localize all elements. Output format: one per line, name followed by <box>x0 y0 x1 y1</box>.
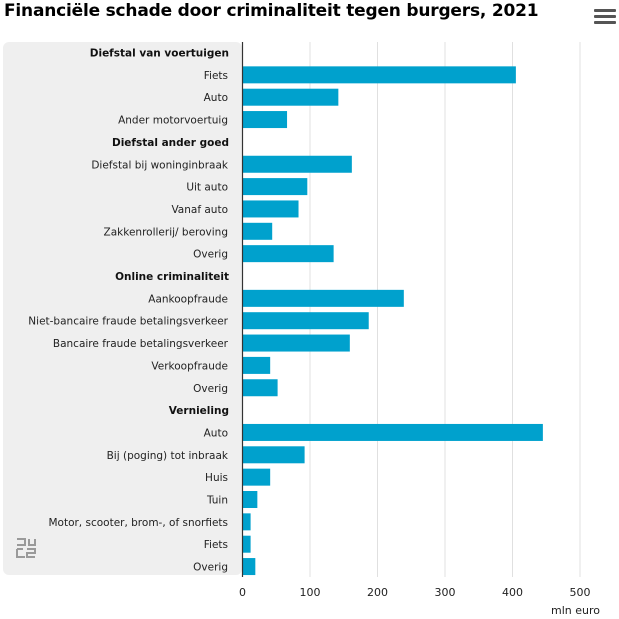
cbs-logo-icon <box>16 538 36 558</box>
x-tick-label: 100 <box>300 586 321 599</box>
category-label: Overig <box>193 383 228 395</box>
category-labels: Diefstal van voertuigen Fiets Auto Ander mo… <box>28 48 229 574</box>
bar[interactable] <box>242 289 404 307</box>
bar[interactable] <box>242 468 271 486</box>
bar[interactable] <box>242 245 334 263</box>
x-axis-label: mln euro <box>551 604 600 617</box>
category-label: Fiets <box>204 70 228 82</box>
x-axis-ticks: 0 100 200 300 400 500 <box>239 586 591 599</box>
bar[interactable] <box>242 200 299 218</box>
menu-line <box>594 15 616 18</box>
category-label: Zakkenrollerij/ beroving <box>104 226 228 238</box>
menu-line <box>594 21 616 24</box>
x-tick-label: 300 <box>435 586 456 599</box>
category-label: Ander motorvoertuig <box>118 115 228 127</box>
gridlines <box>309 42 581 577</box>
bar[interactable] <box>242 513 251 531</box>
chart-title: Financiële schade door criminaliteit teg… <box>4 1 539 21</box>
category-label: Verkoopfraude <box>151 360 228 372</box>
bar[interactable] <box>242 155 352 173</box>
bars <box>242 66 543 576</box>
x-tick-label: 500 <box>570 586 591 599</box>
category-label: Niet-bancaire fraude betalingsverkeer <box>28 316 228 328</box>
category-label: Vanaf auto <box>171 204 228 216</box>
group-header-label: Vernieling <box>169 405 229 417</box>
bar[interactable] <box>242 423 543 441</box>
bar[interactable] <box>242 111 288 129</box>
bar[interactable] <box>242 88 339 106</box>
x-tick-label: 200 <box>367 586 388 599</box>
category-label: Huis <box>205 472 228 484</box>
category-label: Auto <box>204 427 228 439</box>
label-panel <box>3 42 242 575</box>
bar[interactable] <box>242 66 516 84</box>
category-label: Overig <box>193 562 228 574</box>
category-label: Uit auto <box>186 182 228 194</box>
category-label: Bancaire fraude betalingsverkeer <box>53 338 229 350</box>
category-label: Aankoopfraude <box>148 293 228 305</box>
bar[interactable] <box>242 379 278 397</box>
category-label: Auto <box>204 92 228 104</box>
group-header-label: Diefstal ander goed <box>112 137 229 149</box>
x-tick-label: 0 <box>239 586 246 599</box>
bar[interactable] <box>242 558 256 576</box>
category-label: Tuin <box>206 495 228 507</box>
bar[interactable] <box>242 178 308 196</box>
group-header-label: Diefstal van voertuigen <box>90 48 229 60</box>
category-label: Diefstal bij woninginbraak <box>91 159 229 171</box>
category-label: Bij (poging) tot inbraak <box>107 450 229 462</box>
hamburger-menu-icon[interactable] <box>594 9 616 27</box>
bar[interactable] <box>242 222 273 240</box>
bar[interactable] <box>242 334 350 352</box>
group-header-label: Online criminaliteit <box>115 271 229 283</box>
bar[interactable] <box>242 446 305 464</box>
category-label: Fiets <box>204 539 228 551</box>
menu-line <box>594 9 616 12</box>
category-label: Overig <box>193 249 228 261</box>
category-label: Motor, scooter, brom-, of snorfiets <box>48 517 228 529</box>
bar[interactable] <box>242 356 271 374</box>
bar[interactable] <box>242 312 369 330</box>
x-tick-label: 400 <box>502 586 523 599</box>
bar[interactable] <box>242 491 258 508</box>
bar[interactable] <box>242 535 251 553</box>
